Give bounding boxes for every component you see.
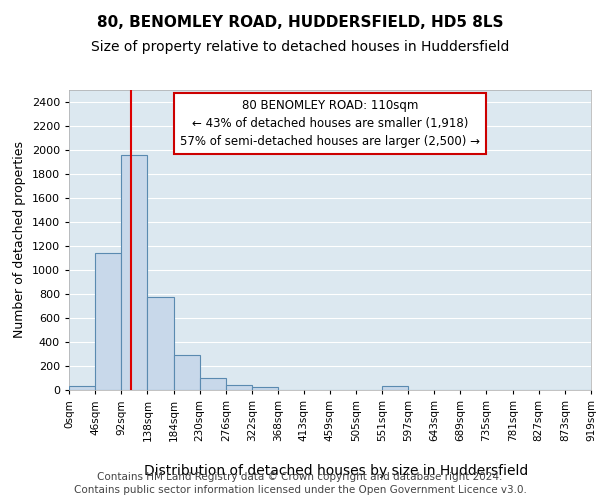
Bar xyxy=(148,297,173,390)
Text: 80, BENOMLEY ROAD, HUDDERSFIELD, HD5 8LS: 80, BENOMLEY ROAD, HUDDERSFIELD, HD5 8LS xyxy=(97,15,503,30)
Bar xyxy=(173,354,200,390)
Text: 80 BENOMLEY ROAD: 110sqm
← 43% of detached houses are smaller (1,918)
57% of sem: 80 BENOMLEY ROAD: 110sqm ← 43% of detach… xyxy=(180,99,480,148)
Bar xyxy=(69,386,95,390)
Bar xyxy=(252,387,278,390)
Y-axis label: Number of detached properties: Number of detached properties xyxy=(13,142,26,338)
Bar xyxy=(95,253,121,390)
Text: Size of property relative to detached houses in Huddersfield: Size of property relative to detached ho… xyxy=(91,40,509,54)
Bar xyxy=(226,384,252,390)
Bar xyxy=(382,386,408,390)
Bar xyxy=(121,155,148,390)
Bar xyxy=(200,378,226,390)
Text: Contains HM Land Registry data © Crown copyright and database right 2024.
Contai: Contains HM Land Registry data © Crown c… xyxy=(74,472,526,495)
Text: Distribution of detached houses by size in Huddersfield: Distribution of detached houses by size … xyxy=(144,464,528,477)
